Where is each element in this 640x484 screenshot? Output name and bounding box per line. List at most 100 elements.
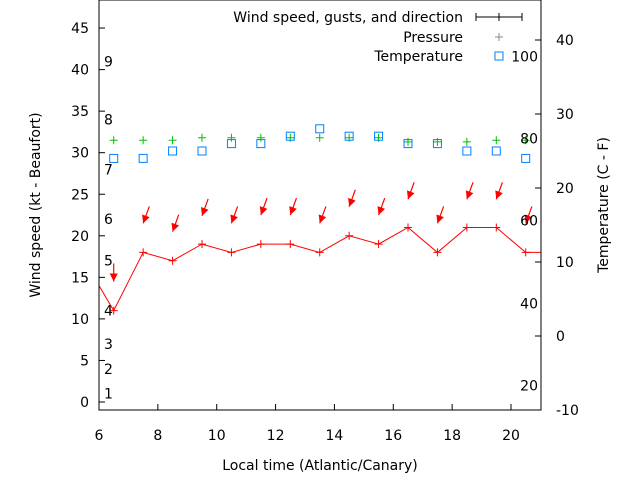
y-tick-label: 15	[71, 270, 89, 286]
plot-frame	[98, 0, 542, 411]
temperature-point	[432, 139, 442, 149]
gust-arrow-head	[318, 214, 327, 224]
y-tick-label: 0	[80, 395, 89, 411]
gust-arrow-head	[377, 206, 386, 216]
temperature-point	[285, 131, 295, 141]
pressure-point	[492, 136, 501, 145]
wind-speed-point	[227, 248, 236, 257]
y-tick-label: 25	[71, 187, 89, 203]
gust-arrow-head	[524, 214, 533, 224]
y-tick-label: 20	[71, 229, 89, 245]
wind-speed-point	[168, 256, 177, 265]
wind-speed-point	[109, 306, 118, 315]
wind-speed-point	[315, 248, 324, 257]
gust-arrow	[406, 182, 415, 200]
x-tick-label: 18	[443, 428, 461, 444]
gust-arrow	[200, 198, 209, 217]
wind-speed-point	[198, 240, 206, 249]
gust-arrow-head	[495, 190, 503, 200]
pressure-point	[109, 136, 118, 145]
beaufort-label: 4	[104, 304, 113, 320]
gust-arrow	[524, 206, 533, 224]
y-axis-label: Wind speed (kt - Beaufort)	[28, 112, 44, 297]
fahrenheit-label: 100	[511, 49, 538, 65]
gust-arrow	[495, 182, 504, 200]
x-tick-label: 10	[208, 428, 226, 444]
y-tick-label: 30	[71, 146, 89, 162]
temperature-point	[462, 146, 472, 156]
pressure-point	[256, 133, 265, 142]
gust-arrow-head	[289, 206, 297, 216]
pressure-point	[139, 136, 148, 145]
gust-arrow-head	[142, 214, 150, 224]
x-tick-label: 16	[384, 428, 402, 444]
pressure-point	[521, 136, 530, 145]
beaufort-label: 6	[104, 212, 113, 228]
wind-speed-line	[99, 226, 541, 312]
x-tick-label: 8	[153, 428, 162, 444]
temperature-point	[197, 146, 207, 156]
beaufort-label: 7	[104, 162, 113, 178]
legend-sample-pressure	[495, 33, 503, 41]
fahrenheit-label: 20	[520, 379, 538, 395]
gust-arrow-head	[465, 190, 474, 200]
beaufort-label: 9	[104, 54, 113, 70]
y2-tick-label: 10	[556, 255, 574, 271]
temperature-point	[403, 139, 413, 149]
gust-arrow	[348, 189, 356, 207]
gust-arrow	[289, 197, 298, 216]
pressure-point	[462, 137, 471, 146]
x-tick-label: 20	[502, 428, 520, 444]
wind-speed-point	[345, 231, 354, 240]
legend-sample-temperature	[494, 51, 504, 61]
temperature-point	[138, 153, 148, 163]
wind-speed-point	[404, 223, 412, 232]
temperature-point	[315, 124, 325, 134]
pressure-point	[198, 133, 206, 142]
temperature-point	[374, 131, 384, 141]
gust-arrow	[109, 263, 118, 282]
y-tick-label: 10	[71, 312, 89, 328]
gust-arrow-head	[406, 190, 415, 200]
legend-label-temperature: Temperature	[373, 49, 463, 65]
gust-arrow-head	[171, 222, 180, 232]
y2-tick-label: 30	[556, 107, 574, 123]
gust-arrow	[377, 197, 386, 216]
pressure-point	[227, 133, 236, 142]
temperature-point	[491, 146, 501, 156]
gust-arrow-head	[259, 206, 268, 216]
wind-speed-point	[521, 248, 530, 257]
x-tick-label: 14	[326, 428, 344, 444]
wind-speed-point	[286, 240, 295, 249]
y-tick-label: 5	[80, 353, 89, 369]
wind-speed-point	[139, 248, 148, 257]
wind-speed-point	[492, 223, 501, 232]
temperature-point	[226, 139, 236, 149]
beaufort-label: 8	[104, 112, 113, 128]
wind-speed-point	[374, 240, 383, 249]
temperature-point	[109, 153, 119, 163]
y-tick-label: 35	[71, 104, 89, 120]
wind-speed-point	[256, 240, 265, 249]
y2-axis-label: Temperature (C - F)	[596, 137, 612, 274]
x-tick-label: 12	[267, 428, 285, 444]
wind-speed-point	[462, 223, 471, 232]
beaufort-label: 3	[104, 337, 113, 353]
pressure-point	[168, 136, 177, 145]
y2-tick-label: 0	[556, 329, 565, 345]
beaufort-label: 1	[104, 387, 113, 403]
gust-arrow-head	[436, 214, 444, 224]
y2-tick-label: 40	[556, 33, 574, 49]
gust-arrow	[230, 206, 239, 224]
temperature-point	[168, 146, 178, 156]
gust-arrow	[436, 206, 445, 224]
pressure-point	[315, 133, 324, 142]
legend-label-pressure: Pressure	[403, 30, 463, 46]
legend: Wind speed, gusts, and direction Pressur…	[233, 10, 523, 65]
y2-tick-label: -10	[556, 403, 579, 419]
gust-arrow-head	[230, 214, 238, 224]
pressure-point	[433, 137, 442, 146]
y-tick-label: 45	[71, 21, 89, 37]
beaufort-label: 2	[104, 362, 113, 378]
y-tick-label: 40	[71, 63, 89, 79]
